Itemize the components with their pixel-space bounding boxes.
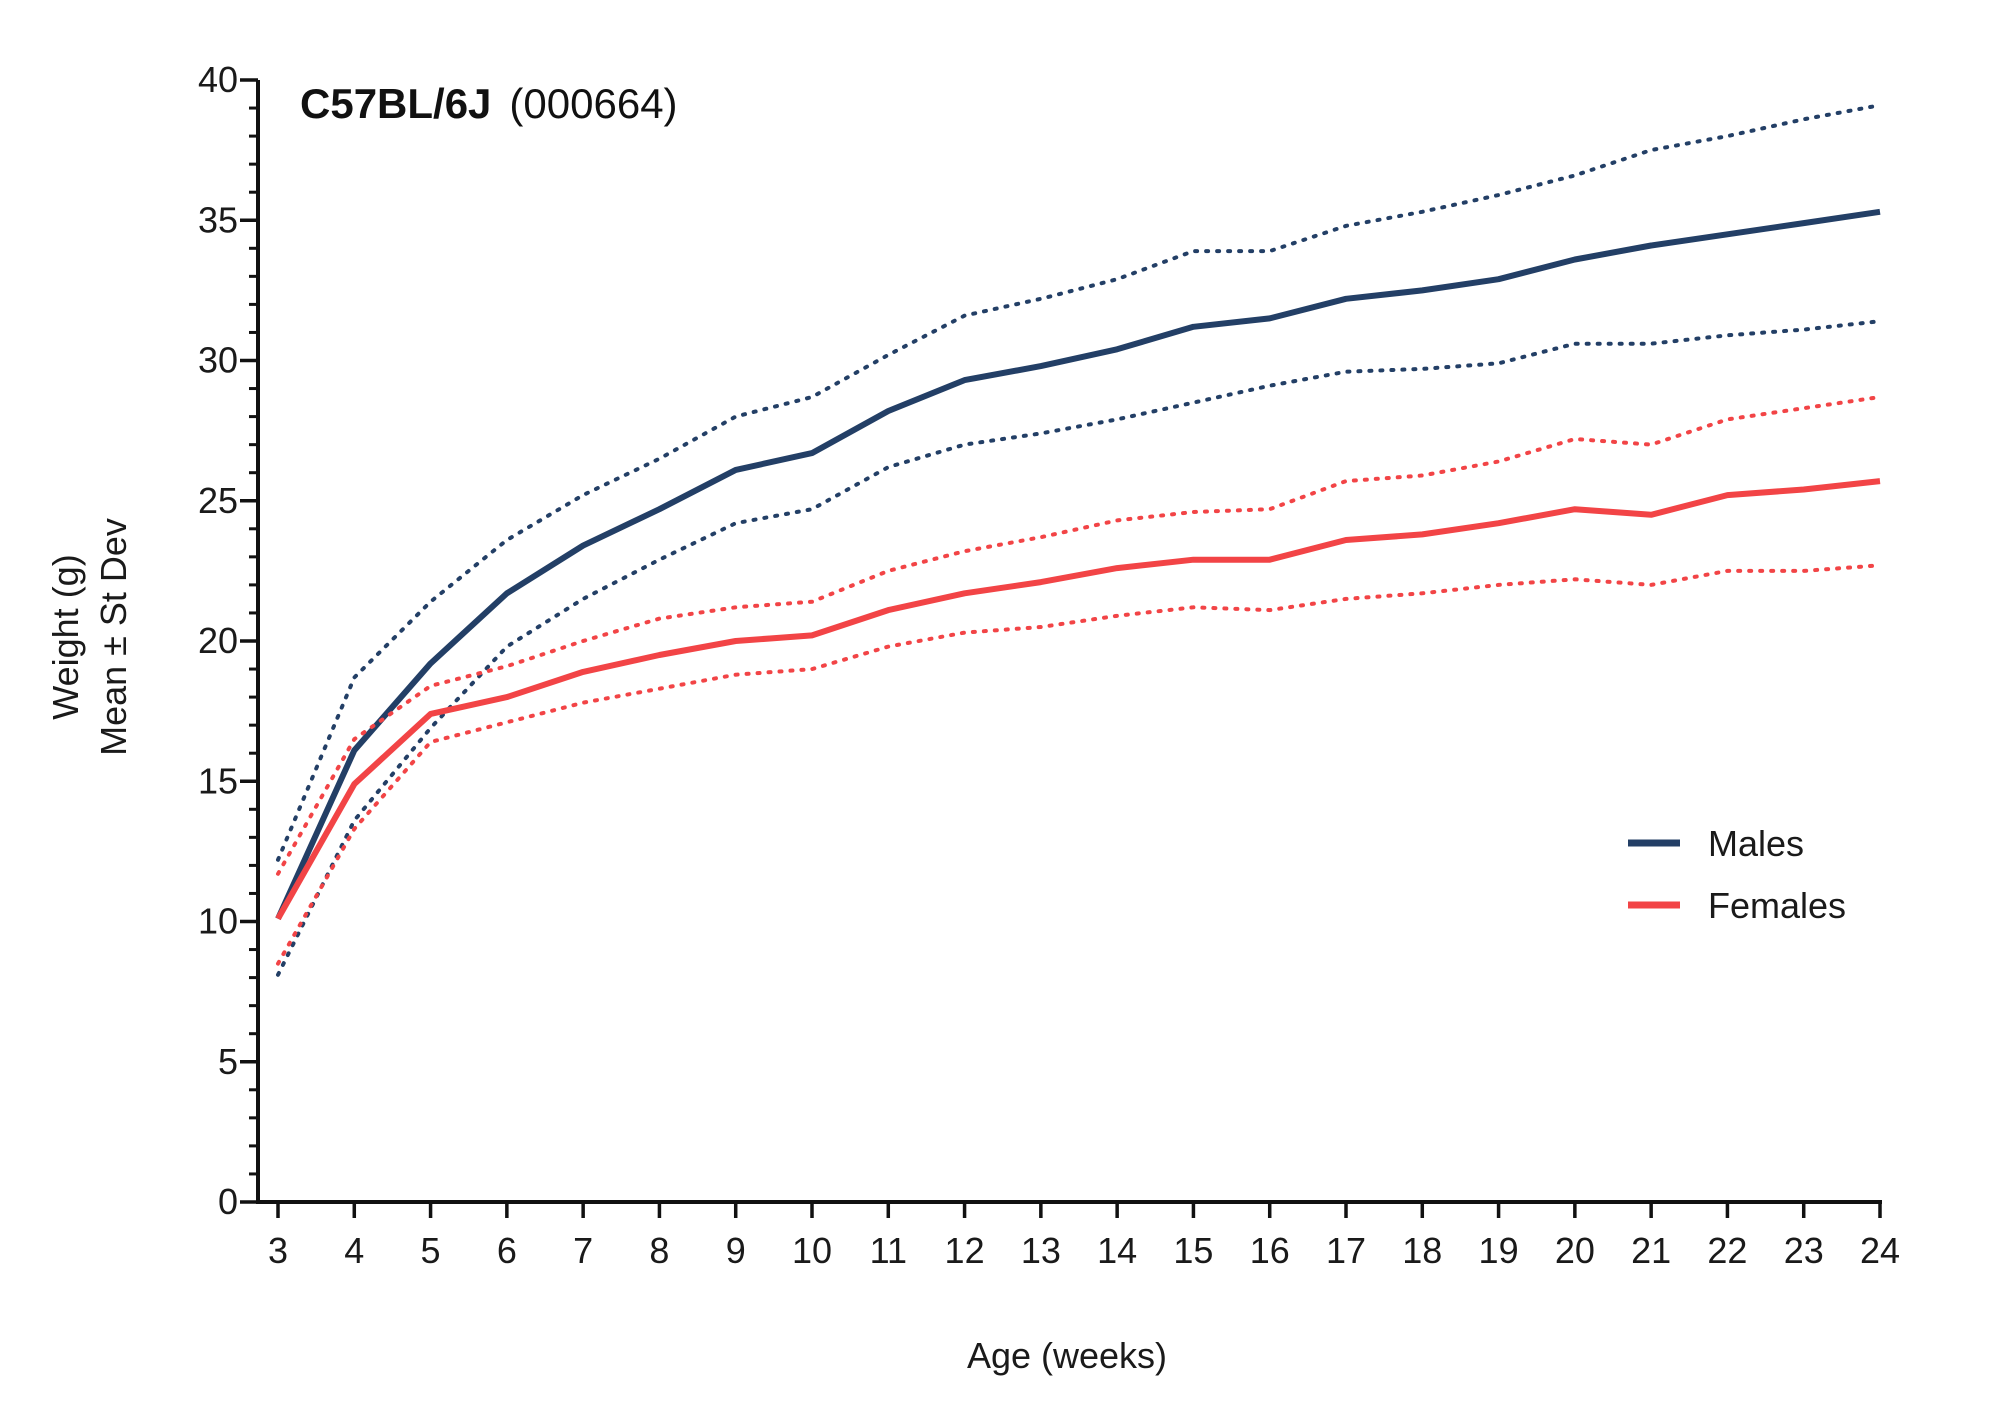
y-tick-label: 25 [198,480,238,521]
chart-title: C57BL/6J (000664) [300,80,678,127]
x-tick-label: 7 [573,1230,593,1271]
chart-title-strain: C57BL/6J [300,80,491,127]
x-tick-label: 23 [1784,1230,1824,1271]
legend-item-females: Females [1628,885,1846,926]
chart-title-stock-number: (000664) [509,80,677,127]
y-tick-label: 30 [198,340,238,381]
y-tick-label: 15 [198,760,238,801]
y-tick-label: 5 [218,1041,238,1082]
x-tick-label: 13 [1021,1230,1061,1271]
x-axis-title: Age (weeks) [967,1335,1167,1376]
legend-label-females: Females [1708,885,1846,926]
x-tick-label: 4 [344,1230,364,1271]
x-tick-label: 18 [1402,1230,1442,1271]
x-tick-label: 8 [649,1230,669,1271]
series-females-lower-sd-line [276,563,1882,966]
x-tick-label: 3 [268,1230,288,1271]
y-tick-label: 40 [198,59,238,100]
x-tick-label: 9 [726,1230,746,1271]
series-females-mean-line [275,478,1881,921]
x-tick-label: 12 [945,1230,985,1271]
x-tick-label: 20 [1555,1230,1595,1271]
series-males-lower-sd-line [276,319,1882,977]
x-tick-label: 19 [1479,1230,1519,1271]
y-tick-label: 0 [218,1181,238,1222]
x-tick-label: 22 [1707,1230,1747,1271]
x-tick-label: 6 [497,1230,517,1271]
legend: Males Females [1628,823,1846,926]
x-tick-label: 21 [1631,1230,1671,1271]
x-tick-label: 10 [792,1230,832,1271]
x-tick-label: 16 [1250,1230,1290,1271]
y-axis-title-line1: Weight (g) [45,554,86,719]
legend-label-males: Males [1708,823,1804,864]
x-tick-label: 17 [1326,1230,1366,1271]
series-layer [275,103,1882,977]
y-tick-label: 10 [198,901,238,942]
series-males-upper-sd-line [276,103,1882,862]
x-tick-label: 24 [1860,1230,1900,1271]
series-males [275,103,1882,977]
y-axis-title-line2: Mean ± St Dev [93,518,134,756]
x-tick-label: 14 [1097,1230,1137,1271]
x-tick-label: 15 [1173,1230,1213,1271]
x-tick-label: 11 [870,1230,907,1271]
y-tick-label: 35 [198,199,238,240]
series-females [275,395,1882,966]
axes: 0 5 10 15 20 25 30 35 40 3 4 5 6 7 8 9 10 11 12 13 14 15 16 17 1… [198,59,1900,1271]
y-tick-label: 20 [198,620,238,661]
legend-item-males: Males [1628,823,1804,864]
series-females-upper-sd-line [276,395,1882,876]
y-axis-title: Weight (g) Mean ± St Dev [45,518,134,756]
series-males-mean-line [275,208,1881,920]
x-tick-label: 5 [421,1230,441,1271]
